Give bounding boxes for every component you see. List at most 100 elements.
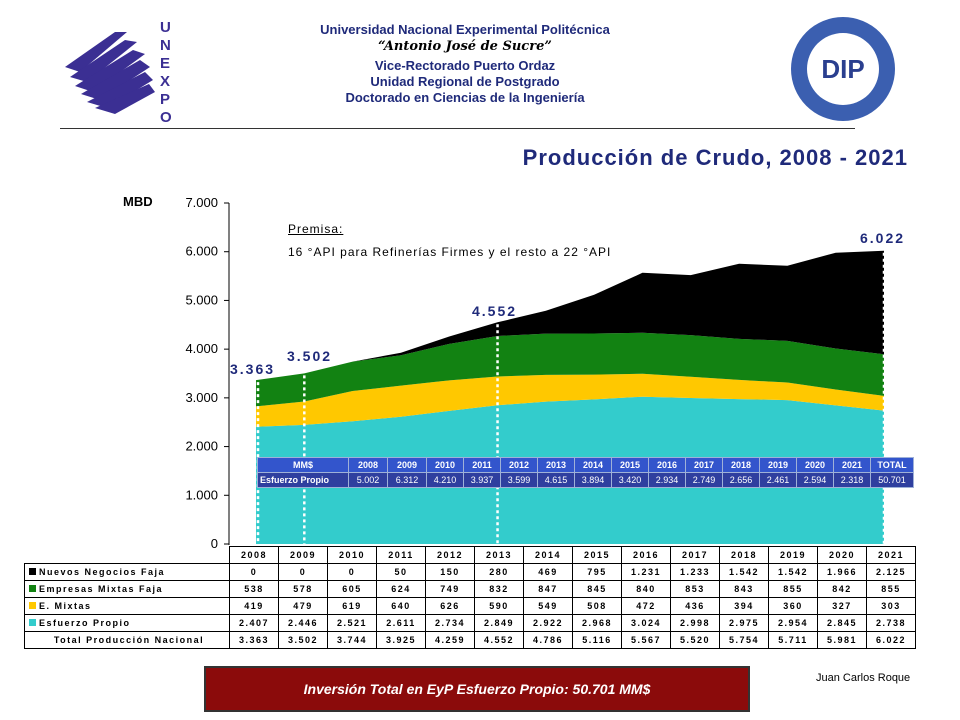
table-cell: 843 bbox=[719, 580, 769, 598]
year-header-2020: 2020 bbox=[817, 546, 867, 564]
table-cell: 0 bbox=[327, 563, 377, 581]
investment-cell-7: 3.894 bbox=[574, 472, 612, 488]
investment-cell-4: 3.937 bbox=[463, 472, 501, 488]
table-cell: 626 bbox=[425, 597, 475, 615]
table-cell: 605 bbox=[327, 580, 377, 598]
y-tick-label-7: 7.000 bbox=[185, 195, 218, 210]
investment-cell-15: 50.701 bbox=[870, 472, 914, 488]
table-cell: 419 bbox=[229, 597, 279, 615]
table-cell: 855 bbox=[768, 580, 818, 598]
series-area-empresas-mixtas-faja bbox=[256, 332, 884, 407]
row-label-text: Total Producción Nacional bbox=[53, 635, 205, 645]
year-header-2010: 2010 bbox=[327, 546, 377, 564]
table-cell: 749 bbox=[425, 580, 475, 598]
production-chart: 0 1.000 2.000 3.000 4.000 5.000 6.000 7.000 bbox=[185, 195, 886, 551]
table-row: Esfuerzo Propio 2.407 2.446 2.521 2.611 2.734… bbox=[24, 614, 916, 632]
table-cell: 5.711 bbox=[768, 631, 818, 649]
row-label: Empresas Mixtas Faja bbox=[24, 580, 230, 598]
row-label-text: Esfuerzo Propio bbox=[39, 618, 131, 628]
table-cell: 3.502 bbox=[278, 631, 328, 649]
table-cell: 3.363 bbox=[229, 631, 279, 649]
table-cell: 624 bbox=[376, 580, 426, 598]
table-cell: 847 bbox=[523, 580, 573, 598]
table-cell: 1.542 bbox=[768, 563, 818, 581]
svg-text:DIP: DIP bbox=[821, 54, 864, 84]
table-row: E. Mixtas 419 479 619 640 626 590 549 508 472 436 3… bbox=[24, 597, 916, 615]
investment-cell-2: 6.312 bbox=[387, 472, 427, 488]
table-corner bbox=[24, 546, 230, 564]
unidad-postgrado: Unidad Regional de Postgrado bbox=[370, 74, 560, 89]
annotation-2008: 3.363 bbox=[230, 361, 276, 377]
table-cell: 1.542 bbox=[719, 563, 769, 581]
table-cell: 640 bbox=[376, 597, 426, 615]
year-header-2009: 2009 bbox=[278, 546, 328, 564]
table-cell: 2.998 bbox=[670, 614, 720, 632]
year-header-2019: 2019 bbox=[768, 546, 818, 564]
row-label: Total Producción Nacional bbox=[24, 631, 230, 649]
table-cell: 2.968 bbox=[572, 614, 622, 632]
svg-text:X: X bbox=[160, 73, 170, 90]
investment-cell-0: Esfuerzo Propio bbox=[257, 472, 349, 488]
vice-rectorado: Vice-Rectorado Puerto Ordaz bbox=[374, 58, 556, 73]
table-cell: 2.521 bbox=[327, 614, 377, 632]
investment-cell-1: 5.002 bbox=[348, 472, 388, 488]
investment-header-15: TOTAL bbox=[870, 457, 914, 473]
investment-cell-10: 2.749 bbox=[685, 472, 723, 488]
investment-header-1: 2008 bbox=[348, 457, 388, 473]
table-cell: 795 bbox=[572, 563, 622, 581]
investment-header-9: 2016 bbox=[648, 457, 686, 473]
table-cell: 327 bbox=[817, 597, 867, 615]
university-name: Universidad Nacional Experimental Polité… bbox=[320, 22, 610, 37]
year-header-2013: 2013 bbox=[474, 546, 524, 564]
year-header-2021: 2021 bbox=[866, 546, 916, 564]
row-label-text: Nuevos Negocios Faja bbox=[39, 567, 166, 577]
annotation-2009: 3.502 bbox=[287, 348, 333, 364]
table-cell: 472 bbox=[621, 597, 671, 615]
y-tick-label-2: 2.000 bbox=[185, 439, 218, 454]
year-header-2017: 2017 bbox=[670, 546, 720, 564]
investment-header-6: 2013 bbox=[537, 457, 575, 473]
year-header-2011: 2011 bbox=[376, 546, 426, 564]
table-cell: 4.259 bbox=[425, 631, 475, 649]
premisa-title: Premisa: bbox=[288, 222, 344, 236]
table-cell: 4.552 bbox=[474, 631, 524, 649]
investment-cell-11: 2.656 bbox=[722, 472, 760, 488]
table-cell: 394 bbox=[719, 597, 769, 615]
investment-cell-14: 2.318 bbox=[833, 472, 871, 488]
table-cell: 2.975 bbox=[719, 614, 769, 632]
y-tick-label-3: 3.000 bbox=[185, 390, 218, 405]
table-cell: 845 bbox=[572, 580, 622, 598]
row-label-text: Empresas Mixtas Faja bbox=[39, 584, 164, 594]
y-tick-label-6: 6.000 bbox=[185, 244, 218, 259]
investment-header-11: 2018 bbox=[722, 457, 760, 473]
table-cell: 538 bbox=[229, 580, 279, 598]
table-cell: 2.446 bbox=[278, 614, 328, 632]
table-cell: 1.233 bbox=[670, 563, 720, 581]
table-cell: 508 bbox=[572, 597, 622, 615]
author-name: Juan Carlos Roque bbox=[816, 672, 911, 684]
investment-banner: Inversión Total en EyP Esfuerzo Propio: … bbox=[204, 666, 750, 712]
table-cell: 479 bbox=[278, 597, 328, 615]
table-cell: 840 bbox=[621, 580, 671, 598]
table-cell: 855 bbox=[866, 580, 916, 598]
investment-cell-3: 4.210 bbox=[426, 472, 464, 488]
year-header-2015: 2015 bbox=[572, 546, 622, 564]
investment-header-12: 2019 bbox=[759, 457, 797, 473]
table-cell: 360 bbox=[768, 597, 818, 615]
y-axis-label: MBD bbox=[123, 194, 153, 209]
year-header-2008: 2008 bbox=[229, 546, 279, 564]
table-cell: 578 bbox=[278, 580, 328, 598]
unexpo-logo: UNE XPO bbox=[65, 19, 172, 126]
year-header-2014: 2014 bbox=[523, 546, 573, 564]
table-cell: 50 bbox=[376, 563, 426, 581]
premisa-text: 16 °API para Refinerías Firmes y el rest… bbox=[288, 245, 612, 259]
svg-text:P: P bbox=[160, 91, 170, 108]
table-cell: 2.922 bbox=[523, 614, 573, 632]
y-tick-label-5: 5.000 bbox=[185, 292, 218, 307]
table-row: Nuevos Negocios Faja 0 0 0 50 150 280 469 795 1.2… bbox=[24, 563, 916, 581]
table-cell: 3.744 bbox=[327, 631, 377, 649]
legend-swatch bbox=[29, 568, 36, 575]
table-cell: 619 bbox=[327, 597, 377, 615]
legend-swatch bbox=[29, 619, 36, 626]
year-header-2016: 2016 bbox=[621, 546, 671, 564]
